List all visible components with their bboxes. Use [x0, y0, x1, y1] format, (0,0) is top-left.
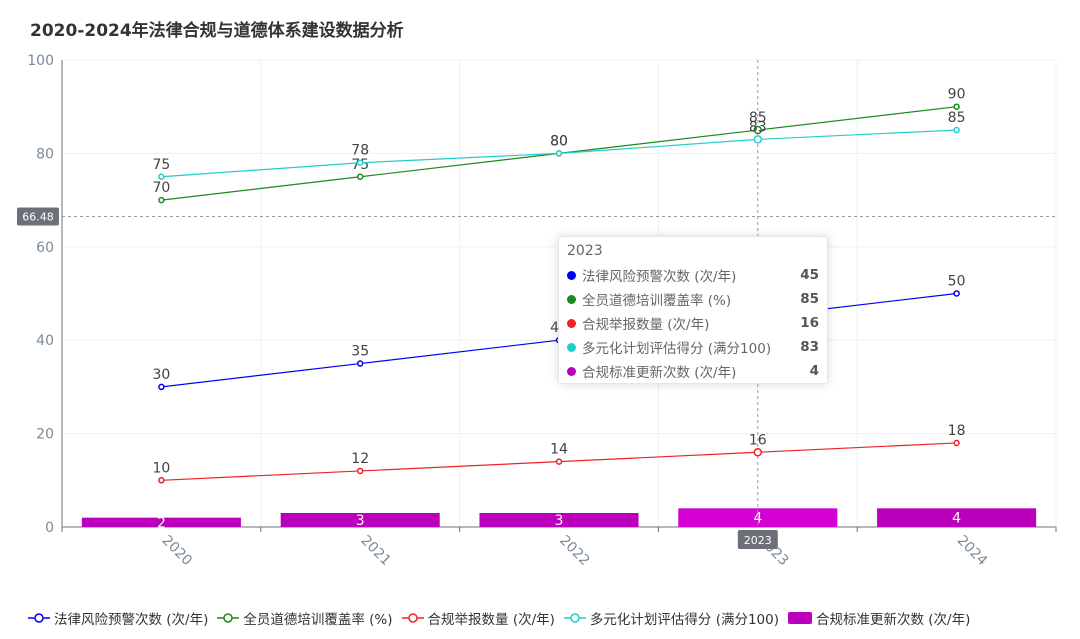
tooltip-series-name: 全员道德培训覆盖率 (%)	[582, 293, 732, 309]
chart-legend: 法律风险预警次数 (次/年) 全员道德培训覆盖率 (%) 合规举报数量 (次/年…	[28, 608, 979, 628]
bar	[479, 512, 639, 527]
tooltip-series-value: 45	[800, 267, 819, 283]
tooltip-dot	[567, 366, 576, 376]
data-value-label: 50	[948, 274, 966, 290]
data-point	[158, 173, 165, 180]
data-point	[555, 150, 563, 157]
data-point	[753, 448, 763, 457]
bar	[81, 517, 241, 527]
legend-label: 法律风险预警次数 (次/年)	[54, 612, 209, 628]
data-point	[753, 135, 763, 144]
data-point	[158, 383, 165, 391]
data-point	[953, 126, 960, 134]
tooltip-series-value: 16	[800, 315, 819, 331]
x-tick-label: 2021	[357, 533, 394, 570]
data-value-label: 85	[749, 110, 767, 126]
data-value-label: 14	[550, 442, 568, 458]
y-tick-label: 0	[45, 520, 54, 536]
data-point	[953, 439, 960, 447]
bar-value-label: 2	[157, 515, 166, 531]
chart-title: 2020-2024年法律合规与道德体系建设数据分析	[30, 21, 404, 41]
crosshair-y-label: 66.48	[22, 211, 54, 224]
crosshair-x-label: 2023	[744, 534, 772, 547]
data-value-label: 83	[749, 119, 767, 135]
legend-item[interactable]: 法律风险预警次数 (次/年)	[28, 608, 208, 628]
tooltip-row: 多元化计划评估得分 (满分100) 83	[567, 335, 819, 359]
tooltip-series-name: 合规举报数量 (次/年)	[582, 317, 710, 333]
crosshair-x-label-bg	[737, 530, 778, 549]
tooltip-row: 合规标准更新次数 (次/年) 4	[567, 359, 819, 383]
data-value-label: 18	[948, 423, 966, 439]
legend-label: 全员道德培训覆盖率 (%)	[243, 612, 393, 628]
tooltip-dot	[567, 342, 576, 352]
legend-item[interactable]: 合规标准更新次数 (次/年)	[788, 608, 970, 628]
data-value-label: 80	[550, 133, 568, 149]
bar-value-label: 4	[952, 511, 961, 527]
y-tick-label: 60	[36, 240, 54, 256]
y-tick-label: 100	[27, 53, 54, 69]
tooltip-series-value: 83	[800, 339, 819, 355]
y-tick-label: 40	[36, 333, 54, 349]
tooltip-dot	[567, 294, 576, 304]
x-tick-label: 2022	[556, 533, 593, 570]
data-value-label: 80	[550, 133, 568, 149]
data-point	[158, 196, 165, 204]
legend-item[interactable]: 全员道德培训覆盖率 (%)	[217, 608, 393, 628]
data-value-label: 70	[152, 180, 170, 196]
legend-line-icon	[563, 613, 586, 623]
x-tick-label: 2020	[159, 533, 196, 570]
data-value-label: 12	[351, 451, 369, 467]
legend-bar-icon	[788, 612, 812, 624]
data-point	[356, 360, 364, 367]
legend-item[interactable]: 多元化计划评估得分 (满分100)	[563, 608, 779, 628]
bar-value-label: 3	[356, 513, 365, 529]
data-point	[953, 103, 960, 110]
legend-line-icon	[401, 613, 424, 623]
data-point	[953, 290, 960, 297]
data-point	[356, 467, 364, 475]
legend-item[interactable]: 合规举报数量 (次/年)	[401, 608, 555, 628]
tooltip-row: 合规举报数量 (次/年) 16	[567, 311, 819, 335]
tooltip-series-name: 多元化计划评估得分 (满分100)	[582, 341, 772, 357]
legend-label: 合规标准更新次数 (次/年)	[816, 612, 971, 628]
data-value-label: 10	[152, 460, 170, 476]
data-point	[158, 477, 165, 484]
data-value-label: 85	[948, 110, 966, 126]
data-point	[753, 125, 763, 135]
data-value-label: 90	[948, 87, 966, 103]
tooltip-row: 法律风险预警次数 (次/年) 45	[567, 263, 819, 287]
tooltip-series-name: 法律风险预警次数 (次/年)	[582, 269, 737, 285]
data-value-label: 16	[749, 432, 767, 448]
data-value-label: 75	[152, 157, 170, 173]
legend-label: 多元化计划评估得分 (满分100)	[589, 612, 779, 628]
data-value-label: 30	[152, 367, 170, 383]
y-tick-label: 20	[36, 427, 54, 443]
legend-line-icon	[217, 613, 240, 623]
tooltip-row: 全员道德培训覆盖率 (%) 85	[567, 287, 819, 311]
crosshair-y-label-bg	[17, 207, 59, 226]
chart-canvas: 0204060801002334430354045507075808590101…	[17, 53, 1057, 570]
tooltip-series-value: 85	[800, 291, 819, 307]
x-tick-label: 2024	[954, 533, 991, 570]
tooltip: 2023 法律风险预警次数 (次/年) 45 全员道德培训覆盖率 (%) 85 …	[558, 236, 828, 384]
data-value-label: 78	[351, 143, 369, 159]
tooltip-series-name: 合规标准更新次数 (次/年)	[582, 365, 737, 381]
legend-label: 合规举报数量 (次/年)	[427, 612, 555, 628]
data-point	[555, 458, 563, 465]
y-tick-label: 80	[36, 146, 54, 162]
bar-value-label: 3	[555, 513, 564, 529]
tooltip-series-value: 4	[809, 363, 819, 379]
data-point	[356, 159, 364, 166]
tooltip-title: 2023	[567, 243, 603, 259]
tooltip-dot	[567, 318, 576, 328]
bar	[280, 512, 440, 527]
bar	[877, 508, 1037, 527]
data-point	[356, 173, 364, 180]
legend-line-icon	[28, 613, 50, 623]
tooltip-dot	[567, 270, 576, 280]
data-value-label: 35	[351, 344, 369, 360]
